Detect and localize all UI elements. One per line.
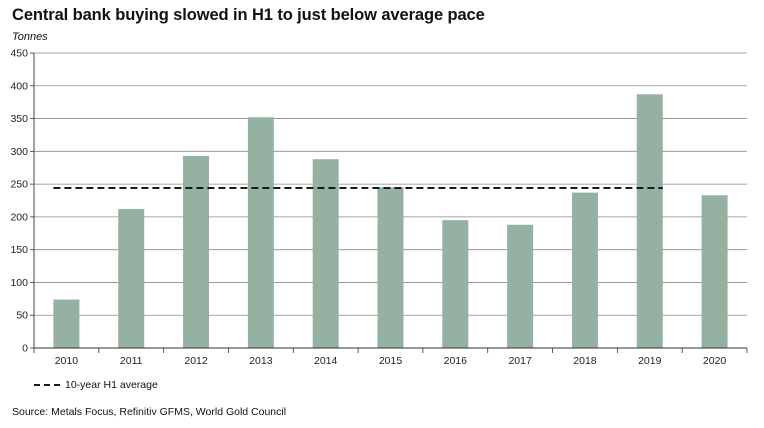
bar-2020: [701, 195, 728, 348]
bar-2011: [118, 209, 145, 348]
legend-label: 10-year H1 average: [65, 379, 158, 391]
x-tick-label-2016: 2016: [444, 355, 468, 367]
bar-2015: [377, 187, 404, 348]
legend: 10-year H1 average: [34, 379, 158, 391]
x-tick-label-2011: 2011: [120, 355, 143, 367]
bar-2014: [312, 159, 339, 348]
bar-2019: [636, 94, 663, 348]
bar-2010: [53, 299, 80, 348]
chart-title: Central bank buying slowed in H1 to just…: [12, 6, 485, 24]
x-tick-label-2014: 2014: [314, 355, 338, 367]
y-tick-label-150: 150: [10, 244, 28, 256]
y-axis-label: Tonnes: [12, 31, 48, 43]
x-tick-label-2017: 2017: [508, 355, 532, 367]
gridlines: [34, 52, 747, 316]
legend-dash-swatch: [34, 384, 60, 386]
x-tick-label-2019: 2019: [638, 355, 662, 367]
x-tick-label-2015: 2015: [379, 355, 403, 367]
x-tick-label-2010: 2010: [55, 355, 79, 367]
y-tick-label-100: 100: [10, 277, 28, 289]
x-tick-label-2013: 2013: [249, 355, 273, 367]
y-tick-label-400: 400: [10, 80, 28, 92]
bar-2016: [442, 220, 469, 348]
x-tick-label-2012: 2012: [184, 355, 208, 367]
y-tick-label-0: 0: [22, 343, 28, 355]
y-tick-label-250: 250: [10, 179, 28, 191]
bar-2017: [507, 224, 534, 348]
y-tick-label-200: 200: [10, 211, 28, 223]
y-tick-label-300: 300: [10, 146, 28, 158]
x-tick-label-2018: 2018: [573, 355, 597, 367]
y-tick-label-450: 450: [10, 48, 28, 60]
bar-2013: [247, 117, 274, 348]
source-note: Source: Metals Focus, Refinitiv GFMS, Wo…: [12, 406, 287, 418]
x-tick-label-2020: 2020: [703, 355, 727, 367]
axes: 0 50 100 150 200 250 300 350 400 450 2010 2011 2012 2…: [10, 48, 748, 367]
y-tick-label-350: 350: [10, 113, 28, 125]
y-tick-label-50: 50: [16, 310, 28, 322]
bar-2012: [183, 155, 210, 348]
bar-2018: [571, 192, 598, 348]
bars: [53, 94, 728, 348]
